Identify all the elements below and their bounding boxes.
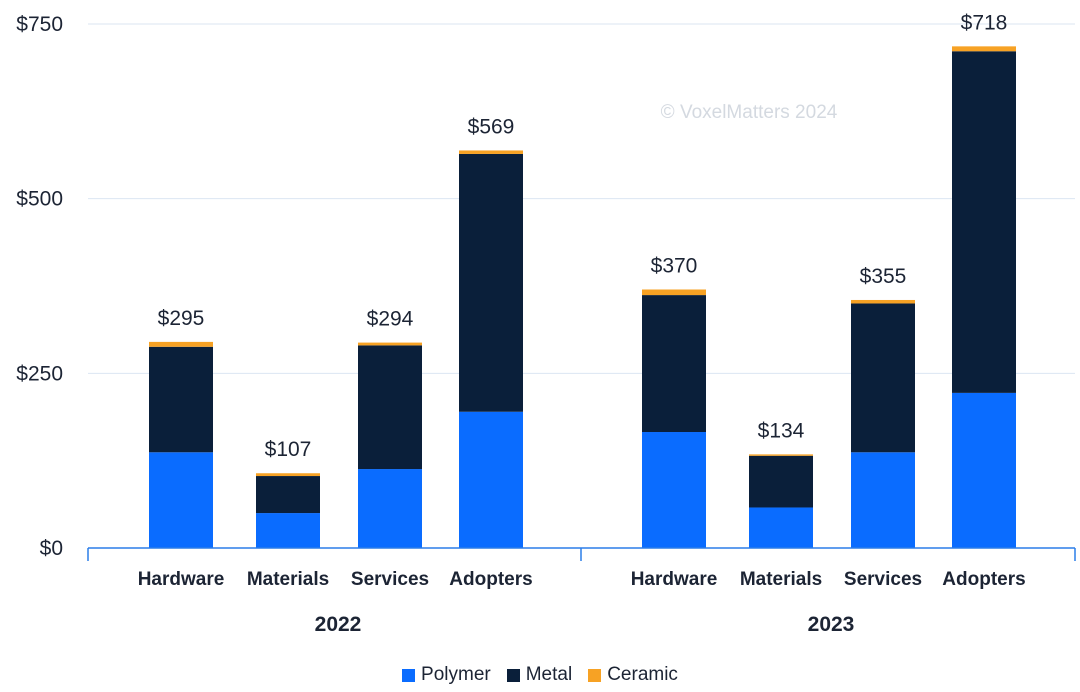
x-group-label: 2023	[808, 613, 855, 636]
legend-swatch	[506, 668, 520, 682]
bar-segment-metal	[358, 345, 422, 470]
x-category-label: Materials	[740, 569, 822, 590]
bar-total-label: $134	[758, 419, 805, 442]
bar-segment-metal	[952, 51, 1016, 393]
bar-segment-ceramic	[358, 342, 422, 346]
bar-segment-ceramic	[749, 454, 813, 456]
bar-total-label: $718	[961, 11, 1008, 34]
bar-segment-polymer	[851, 452, 915, 548]
x-group-label: 2022	[315, 613, 362, 636]
x-category-label: Adopters	[942, 569, 1025, 590]
bar-total-label: $294	[367, 308, 414, 331]
bar-total-label: $295	[158, 307, 205, 330]
bar-segment-ceramic	[851, 299, 915, 304]
bar-segment-metal	[749, 455, 813, 508]
bar-segment-ceramic	[256, 473, 320, 477]
x-category-label: Hardware	[631, 569, 718, 590]
bar-segment-polymer	[149, 452, 213, 548]
legend-item-metal: Metal	[506, 664, 573, 686]
bar-segment-polymer	[642, 432, 706, 548]
bar-segment-metal	[256, 476, 320, 514]
legend-label: Polymer	[421, 664, 491, 685]
bar-segment-metal	[459, 153, 523, 412]
bar-segment-ceramic	[642, 289, 706, 296]
x-category-label: Adopters	[449, 569, 532, 590]
x-category-label: Materials	[247, 569, 329, 590]
legend-item-polymer: Polymer	[402, 664, 491, 686]
bar-segment-polymer	[749, 507, 813, 548]
watermark-text: © VoxelMatters 2024	[661, 102, 838, 123]
bar-segment-ceramic	[149, 341, 213, 347]
bar-total-label: $107	[265, 438, 312, 461]
bar-segment-polymer	[459, 411, 523, 548]
y-tick-label: $0	[40, 537, 63, 560]
legend-label: Metal	[525, 664, 573, 685]
legend-swatch	[402, 668, 416, 682]
x-category-label: Services	[844, 569, 922, 590]
legend: Polymer Metal Ceramic	[0, 664, 1080, 686]
x-category-label: Services	[351, 569, 429, 590]
bar-segment-metal	[851, 303, 915, 453]
bar-segment-ceramic	[952, 46, 1016, 52]
bar-segment-ceramic	[459, 150, 523, 154]
bar-total-label: $569	[468, 115, 515, 138]
x-category-label: Hardware	[138, 569, 225, 590]
bar-segment-metal	[642, 295, 706, 433]
y-tick-label: $250	[16, 362, 63, 385]
bar-segment-polymer	[256, 513, 320, 548]
bar-total-label: $355	[860, 265, 907, 288]
legend-swatch	[588, 668, 602, 682]
bar-total-label: $370	[651, 254, 698, 277]
bar-segment-metal	[149, 346, 213, 453]
y-tick-label: $500	[16, 188, 63, 211]
legend-item-ceramic: Ceramic	[588, 664, 678, 686]
y-tick-label: $750	[16, 13, 63, 36]
legend-label: Ceramic	[607, 664, 678, 685]
bar-segment-polymer	[952, 392, 1016, 548]
bar-segment-polymer	[358, 469, 422, 548]
